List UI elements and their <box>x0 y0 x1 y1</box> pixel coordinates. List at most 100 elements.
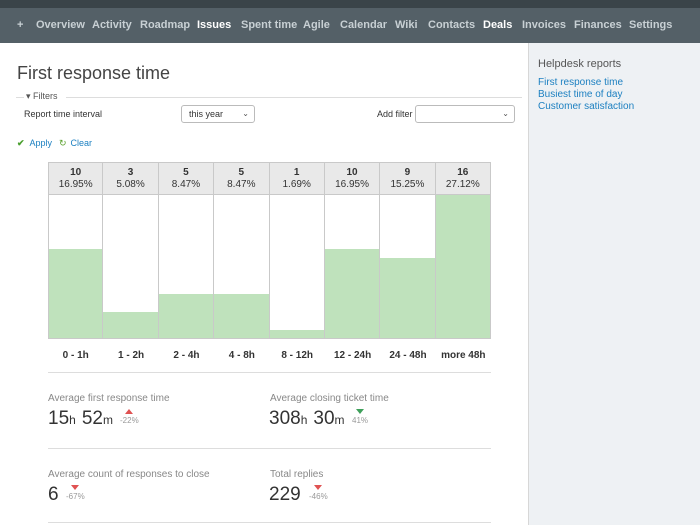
menu-item-overview[interactable]: Overview <box>36 19 85 31</box>
delta-value: -67% <box>66 492 85 501</box>
clear-label: Clear <box>70 138 93 148</box>
hours-unit: h <box>69 413 76 427</box>
chart-bar <box>158 294 214 339</box>
chart-bar-percentage: 15.25% <box>390 179 425 190</box>
total-replies-delta: -46% <box>309 485 328 501</box>
divider <box>48 448 491 449</box>
menu-item-settings[interactable]: Settings <box>629 19 673 31</box>
apply-label: Apply <box>29 138 53 148</box>
chart-bar <box>269 330 324 339</box>
avg-responses-delta: -67% <box>66 485 85 501</box>
chart-baseline <box>48 338 491 339</box>
chart-category-label: 12 - 24h <box>333 350 372 361</box>
menu-item-invoices[interactable]: Invoices <box>522 19 567 31</box>
avg-closing-value: 308h 30m <box>269 408 351 430</box>
page-title: First response time <box>17 63 171 83</box>
chart-bar-percentage: 8.47% <box>171 179 201 190</box>
avg-responses-value: 6 <box>48 484 59 505</box>
chart-bar <box>103 312 158 339</box>
reload-icon: ↻ <box>59 138 67 148</box>
chart-bar-column: 5 8.47% <box>214 162 270 339</box>
menu-item-contacts[interactable]: Contacts <box>428 19 476 31</box>
response-time-chart: 10 16.95% 3 5.08% 5 8.47% 5 8.47% 1 1.69% 10 16.95%… <box>48 162 491 339</box>
chart-category-label: 8 - 12h <box>281 350 314 361</box>
chart-bar-header: 5 8.47% <box>158 162 214 195</box>
chart-bar-percentage: 5.08% <box>116 179 145 190</box>
hours-unit: h <box>300 413 308 427</box>
chart-bar-percentage: 1.69% <box>282 179 311 190</box>
chart-bar-count: 5 <box>183 167 189 178</box>
chart-bar-header: 10 16.95% <box>49 162 103 195</box>
chart-bar-column: 3 5.08% <box>103 162 159 339</box>
chart-bar <box>214 294 269 339</box>
chart-bar-count: 16 <box>457 167 469 178</box>
chart-bar-column: 10 16.95% <box>48 162 104 339</box>
minutes-unit: m <box>102 413 113 427</box>
chart-bar-header: 1 1.69% <box>269 162 324 195</box>
top-bar <box>0 0 700 8</box>
checkmark-icon: ✔ <box>17 138 25 148</box>
menu-item-new[interactable]: + <box>17 19 24 31</box>
total-replies-value: 229 <box>269 484 301 505</box>
report-interval-select[interactable]: this year ⌄ <box>181 105 255 123</box>
menu-item-issues[interactable]: Issues <box>197 19 232 31</box>
chart-bar-count: 1 <box>293 167 300 178</box>
menu-item-wiki[interactable]: Wiki <box>395 19 418 31</box>
avg-closing-delta: 41% <box>352 409 368 425</box>
chevron-down-icon: ⌄ <box>502 109 509 118</box>
chart-bar <box>435 195 490 339</box>
chart-bar-percentage: 8.47% <box>227 179 256 190</box>
delta-value: -22% <box>120 416 139 425</box>
triangle-down-icon: ▾ <box>26 91 31 101</box>
avg-closing-minutes: 30 <box>313 408 335 429</box>
main-menu: + Overview Activity Roadmap Issues Spent… <box>0 8 700 43</box>
avg-first-response-label: Average first response time <box>48 393 170 404</box>
menu-item-roadmap[interactable]: Roadmap <box>140 19 191 31</box>
chart-bar-count: 10 <box>70 167 82 178</box>
delta-value: 41% <box>352 416 369 425</box>
chart-bar-column: 10 16.95% <box>324 162 381 339</box>
chart-bar-column: 5 8.47% <box>158 162 215 339</box>
sidebar-title: Helpdesk reports <box>538 58 622 70</box>
filters-toggle[interactable]: ▾ Filters <box>26 91 58 102</box>
filters-divider <box>16 97 24 98</box>
chart-bar-percentage: 16.95% <box>335 179 370 190</box>
sidebar-link-first-response[interactable]: First response time <box>538 77 624 88</box>
sidebar-link-busiest-time[interactable]: Busiest time of day <box>538 89 623 100</box>
chart-bar-header: 16 27.12% <box>435 162 490 195</box>
chart-category-label: 4 - 8h <box>228 350 255 361</box>
avg-closing-label: Average closing ticket time <box>270 393 389 404</box>
apply-button[interactable]: ✔ Apply <box>17 138 52 149</box>
menu-item-finances[interactable]: Finances <box>574 19 622 31</box>
avg-closing-hours: 308 <box>269 408 301 429</box>
add-filter-label: Add filter <box>377 109 413 119</box>
menu-item-calendar[interactable]: Calendar <box>340 19 388 31</box>
chart-bar-count: 5 <box>238 167 245 178</box>
chart-bar <box>324 249 380 339</box>
chart-bar <box>380 258 435 339</box>
filters-divider <box>66 97 522 98</box>
chart-category-label: 2 - 4h <box>173 350 200 361</box>
menu-item-agile[interactable]: Agile <box>303 19 330 31</box>
chart-category-label: 24 - 48h <box>389 350 427 361</box>
chart-bar-column: 16 27.12% <box>435 162 491 339</box>
chart-bar-count: 9 <box>404 167 411 178</box>
avg-first-response-hours: 15 <box>48 408 70 429</box>
triangle-down-icon <box>71 485 80 490</box>
chart-category-label: 0 - 1h <box>62 350 89 361</box>
menu-item-spent-time[interactable]: Spent time <box>241 19 298 31</box>
minutes-unit: m <box>334 413 345 427</box>
chart-category-label: 1 - 2h <box>118 350 145 361</box>
add-filter-select[interactable]: ⌄ <box>415 105 515 123</box>
sidebar-link-customer-satisfaction[interactable]: Customer satisfaction <box>538 101 635 112</box>
chart-bar-percentage: 16.95% <box>58 179 93 190</box>
report-interval-value: this year <box>189 109 224 119</box>
chart-category-label: more 48h <box>441 350 486 361</box>
chevron-down-icon: ⌄ <box>242 109 249 118</box>
avg-first-response-value: 15h 52m <box>48 408 119 430</box>
menu-item-deals[interactable]: Deals <box>483 19 513 31</box>
chart-bar-percentage: 27.12% <box>445 179 480 190</box>
menu-item-activity[interactable]: Activity <box>92 19 132 31</box>
chart-bar-header: 9 15.25% <box>380 162 435 195</box>
clear-button[interactable]: ↻ Clear <box>59 138 92 149</box>
